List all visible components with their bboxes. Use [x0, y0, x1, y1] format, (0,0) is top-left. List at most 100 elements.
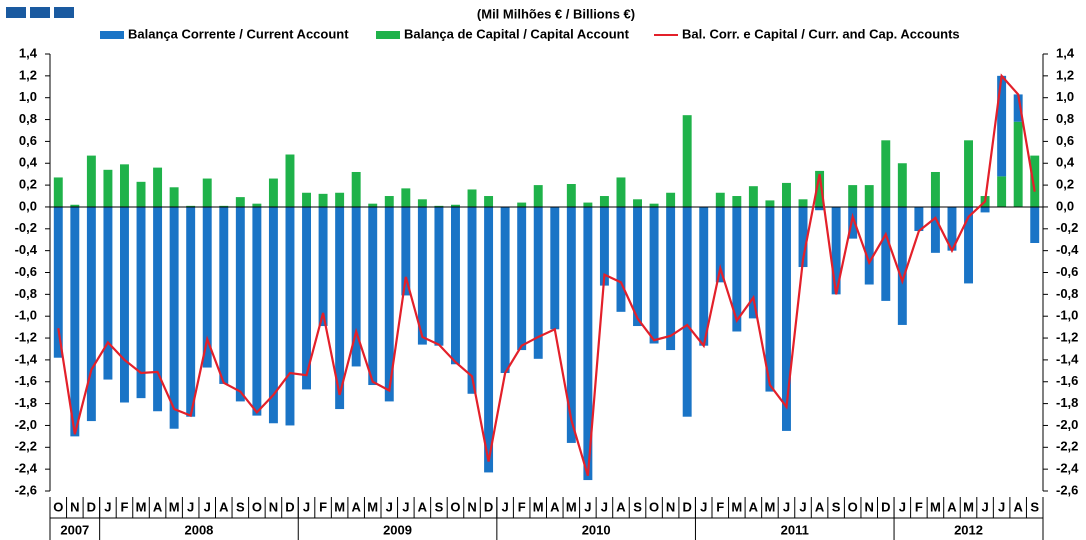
bar [566, 206, 576, 443]
bar [782, 206, 791, 431]
y2-tick-label: 1,0 [1056, 89, 1074, 104]
x-tick-label: D [87, 499, 96, 514]
bar [268, 178, 278, 207]
bar [70, 204, 80, 207]
bar [583, 202, 593, 207]
bar [434, 205, 444, 207]
bar [864, 206, 874, 285]
bar [782, 182, 791, 207]
bar [1013, 94, 1023, 122]
y-tick-label: -2,4 [15, 461, 38, 476]
bar [153, 206, 163, 412]
bar [831, 206, 841, 295]
bar [451, 206, 460, 365]
x-tick-label: J [601, 499, 608, 514]
x-tick-label: J [104, 499, 111, 514]
bar [285, 154, 295, 207]
x-tick-label: D [285, 499, 294, 514]
x-tick-label: A [1013, 499, 1023, 514]
bar [533, 185, 543, 207]
bar [864, 185, 874, 207]
bar [1013, 121, 1023, 207]
y2-tick-label: -1,0 [1056, 308, 1078, 323]
y-tick-label: -1,0 [15, 308, 37, 323]
bar [715, 192, 725, 207]
y2-tick-label: 0,2 [1056, 177, 1074, 192]
x-tick-label: A [815, 499, 825, 514]
x-tick-label: J [783, 499, 790, 514]
bar [103, 206, 113, 380]
x-tick-label: S [236, 499, 245, 514]
bar [732, 206, 742, 332]
y-tick-label: -0,2 [15, 220, 37, 235]
bar [748, 206, 758, 319]
x-tick-label: F [915, 499, 923, 514]
bar [765, 206, 775, 392]
x-tick-label: J [303, 499, 310, 514]
x-tick-label: N [865, 499, 874, 514]
year-label: 2011 [781, 522, 809, 537]
x-tick-label: M [566, 499, 577, 514]
x-tick-label: M [765, 499, 776, 514]
y-tick-label: -0,8 [15, 286, 37, 301]
bar [930, 171, 940, 207]
x-tick-label: M [731, 499, 742, 514]
x-tick-label: F [716, 499, 724, 514]
y-tick-label: -0,6 [15, 264, 37, 279]
legend-swatch [100, 31, 124, 39]
bar [616, 177, 626, 207]
bar [881, 206, 891, 301]
x-tick-label: F [518, 499, 526, 514]
bar [682, 115, 692, 207]
x-tick-label: D [881, 499, 890, 514]
bar [219, 206, 229, 384]
x-tick-label: J [700, 499, 707, 514]
bar [153, 167, 163, 207]
bar [120, 164, 129, 207]
y2-tick-label: -1,8 [1056, 395, 1078, 410]
bar [136, 181, 146, 207]
y-tick-label: -1,8 [15, 395, 37, 410]
y-tick-label: 0,2 [19, 177, 37, 192]
bar [401, 188, 411, 207]
bar [235, 197, 245, 207]
line [57, 73, 1036, 477]
bar [666, 206, 676, 351]
x-tick-label: N [70, 499, 79, 514]
bar [699, 206, 709, 346]
y-tick-label: -1,6 [15, 373, 37, 388]
bar [765, 200, 775, 207]
decor [6, 7, 26, 18]
bar [252, 206, 262, 416]
bar [53, 177, 63, 207]
x-tick-label: O [53, 499, 63, 514]
bar [848, 206, 858, 239]
legend-label: Bal. Corr. e Capital / Curr. and Cap. Ac… [682, 26, 960, 41]
x-tick-label: A [947, 499, 957, 514]
bar [368, 206, 378, 386]
x-tick-label: N [467, 499, 476, 514]
bar [351, 171, 361, 207]
x-tick-label: O [252, 499, 262, 514]
y-tick-label: -2,2 [15, 439, 37, 454]
bar [997, 75, 1007, 177]
y-tick-label: -1,4 [15, 351, 38, 366]
bar [583, 206, 593, 481]
x-tick-label: J [402, 499, 409, 514]
y2-tick-label: 1,4 [1056, 45, 1075, 60]
bar [302, 192, 311, 207]
bar [302, 206, 311, 390]
y2-tick-label: -2,0 [1056, 417, 1078, 432]
bar [202, 206, 212, 368]
legend-swatch [376, 31, 400, 39]
y-tick-label: 1,0 [19, 89, 37, 104]
x-tick-label: A [153, 499, 163, 514]
y2-tick-label: -0,4 [1056, 242, 1079, 257]
x-tick-label: M [533, 499, 544, 514]
bar [881, 140, 891, 207]
x-tick-label: J [981, 499, 988, 514]
bar [517, 202, 527, 207]
x-tick-label: J [386, 499, 393, 514]
bar [649, 203, 659, 207]
bar [914, 206, 924, 231]
